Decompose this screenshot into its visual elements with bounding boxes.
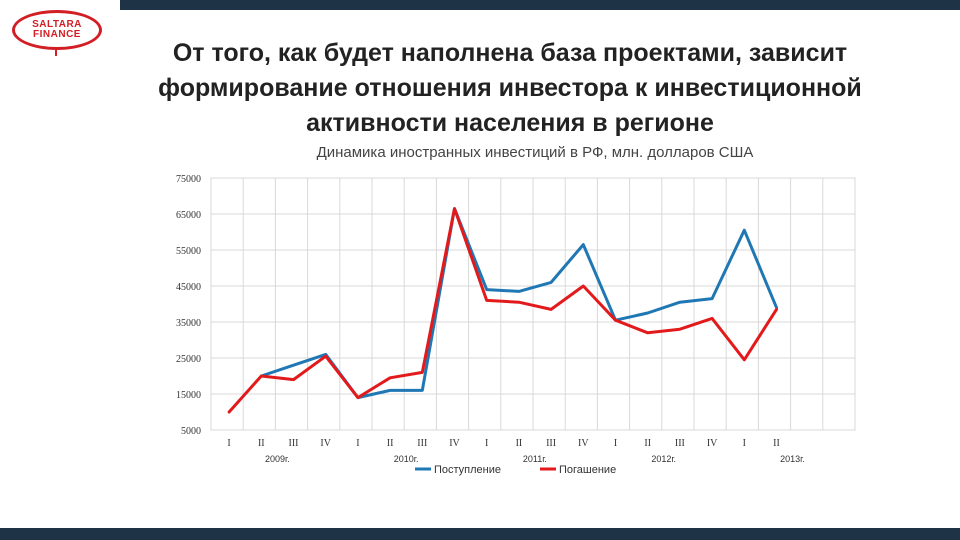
bottom-bar <box>0 528 960 540</box>
slide-title-line-2: формирование отношения инвестора к инвес… <box>158 74 862 102</box>
company-logo: SALTARA FINANCE <box>12 10 102 50</box>
chart-title: Динамика иностранных инвестиций в РФ, мл… <box>316 144 754 161</box>
series-line-outflow <box>227 207 778 414</box>
year-label: 2009г. <box>265 454 290 464</box>
x-tick-label: IV <box>320 438 331 449</box>
logo-line-1: SALTARA <box>32 19 82 30</box>
year-label: 2010г. <box>394 454 419 464</box>
x-tick-label: II <box>258 438 265 449</box>
x-tick-label: IV <box>707 438 718 449</box>
x-tick-label: I <box>356 438 359 449</box>
legend-label: Погашение <box>559 464 616 476</box>
y-tick-label: 45000 <box>176 282 201 293</box>
x-tick-label: I <box>743 438 746 449</box>
x-tick-label: III <box>546 438 556 449</box>
year-label: 2011г. <box>523 454 547 464</box>
y-tick-label: 15000 <box>176 390 201 401</box>
legend-label: Поступление <box>434 464 501 476</box>
x-tick-label: III <box>675 438 685 449</box>
y-tick-label: 35000 <box>176 318 201 329</box>
logo-tick <box>55 48 57 56</box>
x-tick-label: I <box>614 438 617 449</box>
y-tick-label: 25000 <box>176 354 201 365</box>
slide-title: От того, как будет наполнена база проект… <box>120 36 900 141</box>
slide-title-line-3: активности населения в регионе <box>306 109 714 137</box>
x-tick-label: II <box>773 438 780 449</box>
x-tick-label: II <box>516 438 523 449</box>
top-bar <box>120 0 960 10</box>
x-tick-label: IV <box>578 438 589 449</box>
year-label: 2012г. <box>651 454 676 464</box>
y-tick-label: 5000 <box>181 426 201 437</box>
y-tick-label: 75000 <box>176 174 201 185</box>
x-tick-label: II <box>387 438 394 449</box>
x-tick-label: III <box>289 438 299 449</box>
y-tick-label: 55000 <box>176 246 201 257</box>
year-label: 2013г. <box>780 454 805 464</box>
x-tick-label: II <box>644 438 651 449</box>
x-tick-label: IV <box>449 438 460 449</box>
x-tick-label: I <box>227 438 230 449</box>
slide-title-line-1: От того, как будет наполнена база проект… <box>172 39 848 67</box>
y-tick-label: 65000 <box>176 210 201 221</box>
x-tick-label: I <box>485 438 488 449</box>
logo-line-2: FINANCE <box>33 29 81 40</box>
x-tick-label: III <box>417 438 427 449</box>
